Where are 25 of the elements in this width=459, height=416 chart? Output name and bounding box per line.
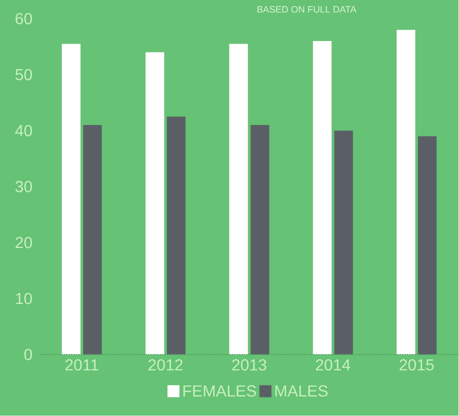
x-tick-label: 2015 <box>400 359 434 371</box>
y-tick-label: 30 <box>15 181 32 192</box>
x-tick-label: 2014 <box>316 359 350 371</box>
bar <box>312 41 332 355</box>
x-tick-label: 2011 <box>65 359 98 371</box>
x-tick-label: 2013 <box>232 359 266 371</box>
y-tick-label: 20 <box>16 236 32 248</box>
bar <box>166 116 186 355</box>
bar <box>334 130 353 355</box>
bar <box>62 44 81 355</box>
bar <box>146 52 164 355</box>
bar <box>83 125 102 355</box>
bar <box>418 136 437 355</box>
y-tick-label: 50 <box>15 69 32 80</box>
bar <box>229 44 248 355</box>
y-tick-label: 60 <box>16 13 32 24</box>
x-tick-label: 2012 <box>148 359 183 371</box>
bar <box>250 125 270 355</box>
y-tick-label: 40 <box>15 125 32 136</box>
chart-subtitle: BASED ON FULL DATA <box>257 6 356 13</box>
y-tick-label: 0 <box>24 348 32 360</box>
y-tick-label: 10 <box>16 292 32 304</box>
legend-label: FEMALES <box>183 385 256 397</box>
legend-label: MALES <box>275 385 328 397</box>
bar <box>396 30 416 355</box>
